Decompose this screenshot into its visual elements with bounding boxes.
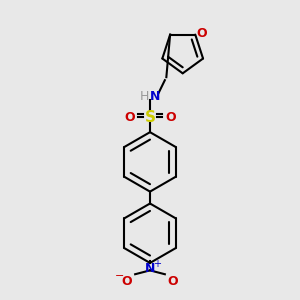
Text: N: N	[150, 90, 161, 103]
Text: O: O	[122, 275, 132, 288]
Text: +: +	[152, 260, 160, 269]
Text: O: O	[196, 27, 206, 40]
Text: O: O	[166, 111, 176, 124]
Text: O: O	[124, 111, 134, 124]
Text: H: H	[140, 90, 149, 103]
Text: −: −	[115, 271, 124, 281]
Text: S: S	[145, 110, 155, 125]
Text: O: O	[167, 275, 178, 288]
Text: N: N	[145, 262, 155, 275]
